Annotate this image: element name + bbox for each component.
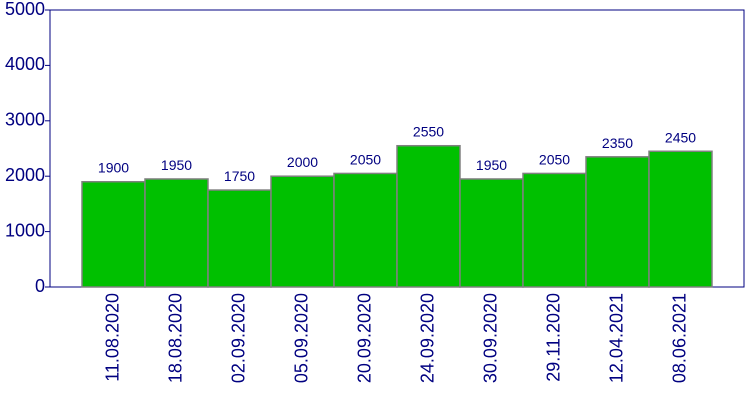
value-label: 1750 — [224, 168, 255, 184]
value-label: 2550 — [413, 124, 444, 140]
x-tick-label: 11.08.2020 — [102, 293, 122, 382]
x-tick-label: 30.09.2020 — [480, 293, 500, 383]
y-tick-label: 3000 — [5, 110, 45, 130]
x-tick-label: 20.09.2020 — [354, 293, 374, 383]
value-label: 1950 — [161, 157, 192, 173]
bar — [648, 150, 713, 288]
x-tick-label: 05.09.2020 — [291, 293, 311, 383]
bar — [459, 178, 524, 288]
bar — [270, 175, 335, 288]
value-label: 2450 — [665, 129, 696, 145]
value-label: 2050 — [539, 151, 570, 167]
y-tick-label: 0 — [35, 276, 45, 296]
bar — [522, 172, 587, 288]
bar — [144, 178, 209, 288]
value-label: 2000 — [287, 154, 318, 170]
bar — [207, 189, 272, 288]
x-tick-label: 12.04.2021 — [606, 293, 626, 383]
value-label: 2050 — [350, 151, 381, 167]
bar — [81, 180, 146, 288]
y-tick-label: 4000 — [5, 54, 45, 74]
x-tick-label: 18.08.2020 — [165, 293, 185, 383]
x-tick-label: 24.09.2020 — [417, 293, 437, 383]
value-label: 1950 — [476, 157, 507, 173]
value-label: 1900 — [98, 160, 129, 176]
x-tick-label: 02.09.2020 — [228, 293, 248, 383]
y-tick-label: 1000 — [5, 220, 45, 240]
x-tick-label: 29.11.2020 — [543, 293, 563, 382]
x-tick-label: 08.06.2021 — [669, 293, 689, 383]
value-label: 2350 — [602, 135, 633, 151]
bar — [333, 172, 398, 288]
y-tick-label: 2000 — [5, 165, 45, 185]
bar — [396, 144, 461, 288]
y-tick-label: 5000 — [5, 0, 45, 19]
bar — [585, 156, 650, 288]
